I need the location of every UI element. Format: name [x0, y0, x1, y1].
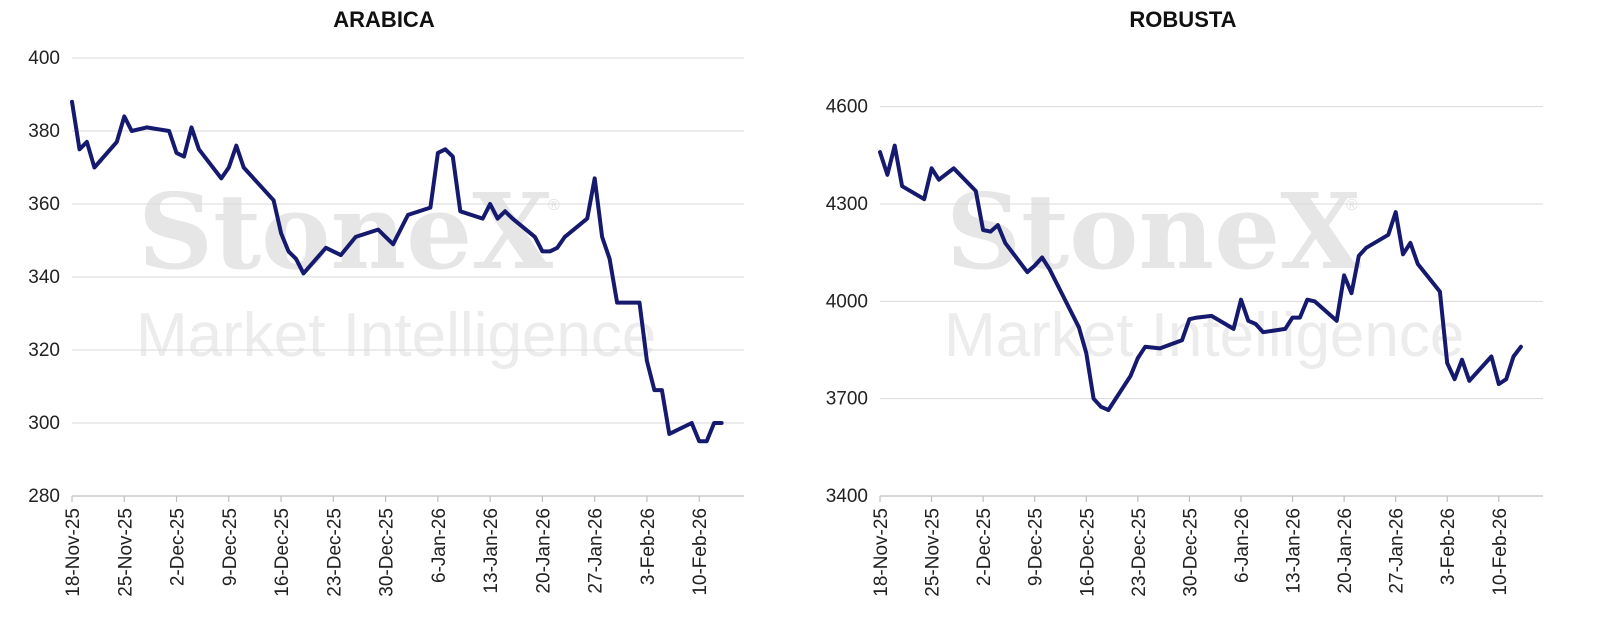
- x-tick-label: 25-Nov-25: [923, 508, 944, 597]
- x-tick-label: 3-Feb-26: [638, 508, 659, 585]
- x-tick-label: 16-Dec-25: [272, 508, 293, 597]
- y-tick-label: 400: [28, 48, 60, 69]
- x-tick-label: 18-Nov-25: [63, 508, 84, 597]
- y-tick-label: 340: [28, 267, 60, 288]
- y-tick-label: 4300: [826, 194, 868, 215]
- watermark-brand: StoneX: [946, 170, 1361, 293]
- chart-title-robusta: ROBUSTA: [1129, 7, 1236, 32]
- x-tick-label: 27-Jan-26: [586, 508, 607, 594]
- y-tick-label: 280: [28, 486, 60, 507]
- series-line: [70, 99, 724, 444]
- robusta-chart: 3400 3700 4000 4300 4600 18-Nov-25 25-Nov-25 2-…: [826, 97, 1543, 597]
- x-tick-label: 30-Dec-25: [377, 508, 398, 597]
- x-tick-label: 25-Nov-25: [115, 508, 136, 597]
- x-tick-label: 20-Jan-26: [1335, 508, 1356, 594]
- x-tick-label: 13-Jan-26: [481, 508, 502, 594]
- x-tick-label: 10-Feb-26: [690, 508, 711, 596]
- y-tick-label: 3400: [826, 486, 868, 507]
- x-tick-label: 13-Jan-26: [1284, 508, 1305, 594]
- y-tick-label: 300: [28, 413, 60, 434]
- x-tick-label: 30-Dec-25: [1180, 508, 1201, 597]
- x-tick-label: 2-Dec-25: [168, 508, 189, 586]
- x-tick-label: 18-Nov-25: [871, 508, 892, 597]
- watermark-right: StoneX ® Market Intelligence: [944, 170, 1464, 370]
- series-line: [878, 143, 1523, 412]
- x-tick-label: 10-Feb-26: [1490, 508, 1511, 596]
- watermark-subtitle: Market Intelligence: [136, 301, 656, 370]
- x-tick-label: 9-Dec-25: [220, 508, 241, 586]
- x-tick-label: 9-Dec-25: [1026, 508, 1047, 586]
- chart-title-arabica: ARABICA: [333, 7, 435, 32]
- x-tick-label: 16-Dec-25: [1077, 508, 1098, 597]
- x-tick-label: 27-Jan-26: [1387, 508, 1408, 594]
- x-tick-label: 3-Feb-26: [1438, 508, 1459, 585]
- watermark-left: StoneX ® Market Intelligence: [136, 170, 656, 370]
- watermark-subtitle: Market Intelligence: [944, 301, 1464, 370]
- y-tick-label: 4000: [826, 291, 868, 312]
- x-tick-label: 23-Dec-25: [1129, 508, 1150, 597]
- y-tick-label: 320: [28, 340, 60, 361]
- watermark-registered: ®: [548, 197, 560, 214]
- y-tick-label: 3700: [826, 389, 868, 410]
- watermark-brand: StoneX: [138, 170, 553, 293]
- watermark-registered: ®: [1346, 197, 1358, 214]
- y-tick-label: 360: [28, 194, 60, 215]
- x-tick-label: 6-Jan-26: [429, 508, 450, 583]
- arabica-chart: 280 300 320 340 360 380 400 18-Nov-25 25-Nov-25 2…: [28, 48, 744, 597]
- y-tick-label: 380: [28, 121, 60, 142]
- x-tick-label: 2-Dec-25: [974, 508, 995, 586]
- x-tick-label: 20-Jan-26: [533, 508, 554, 594]
- x-tick-label: 6-Jan-26: [1232, 508, 1253, 583]
- y-tick-label: 4600: [826, 97, 868, 118]
- x-tick-label: 23-Dec-25: [324, 508, 345, 597]
